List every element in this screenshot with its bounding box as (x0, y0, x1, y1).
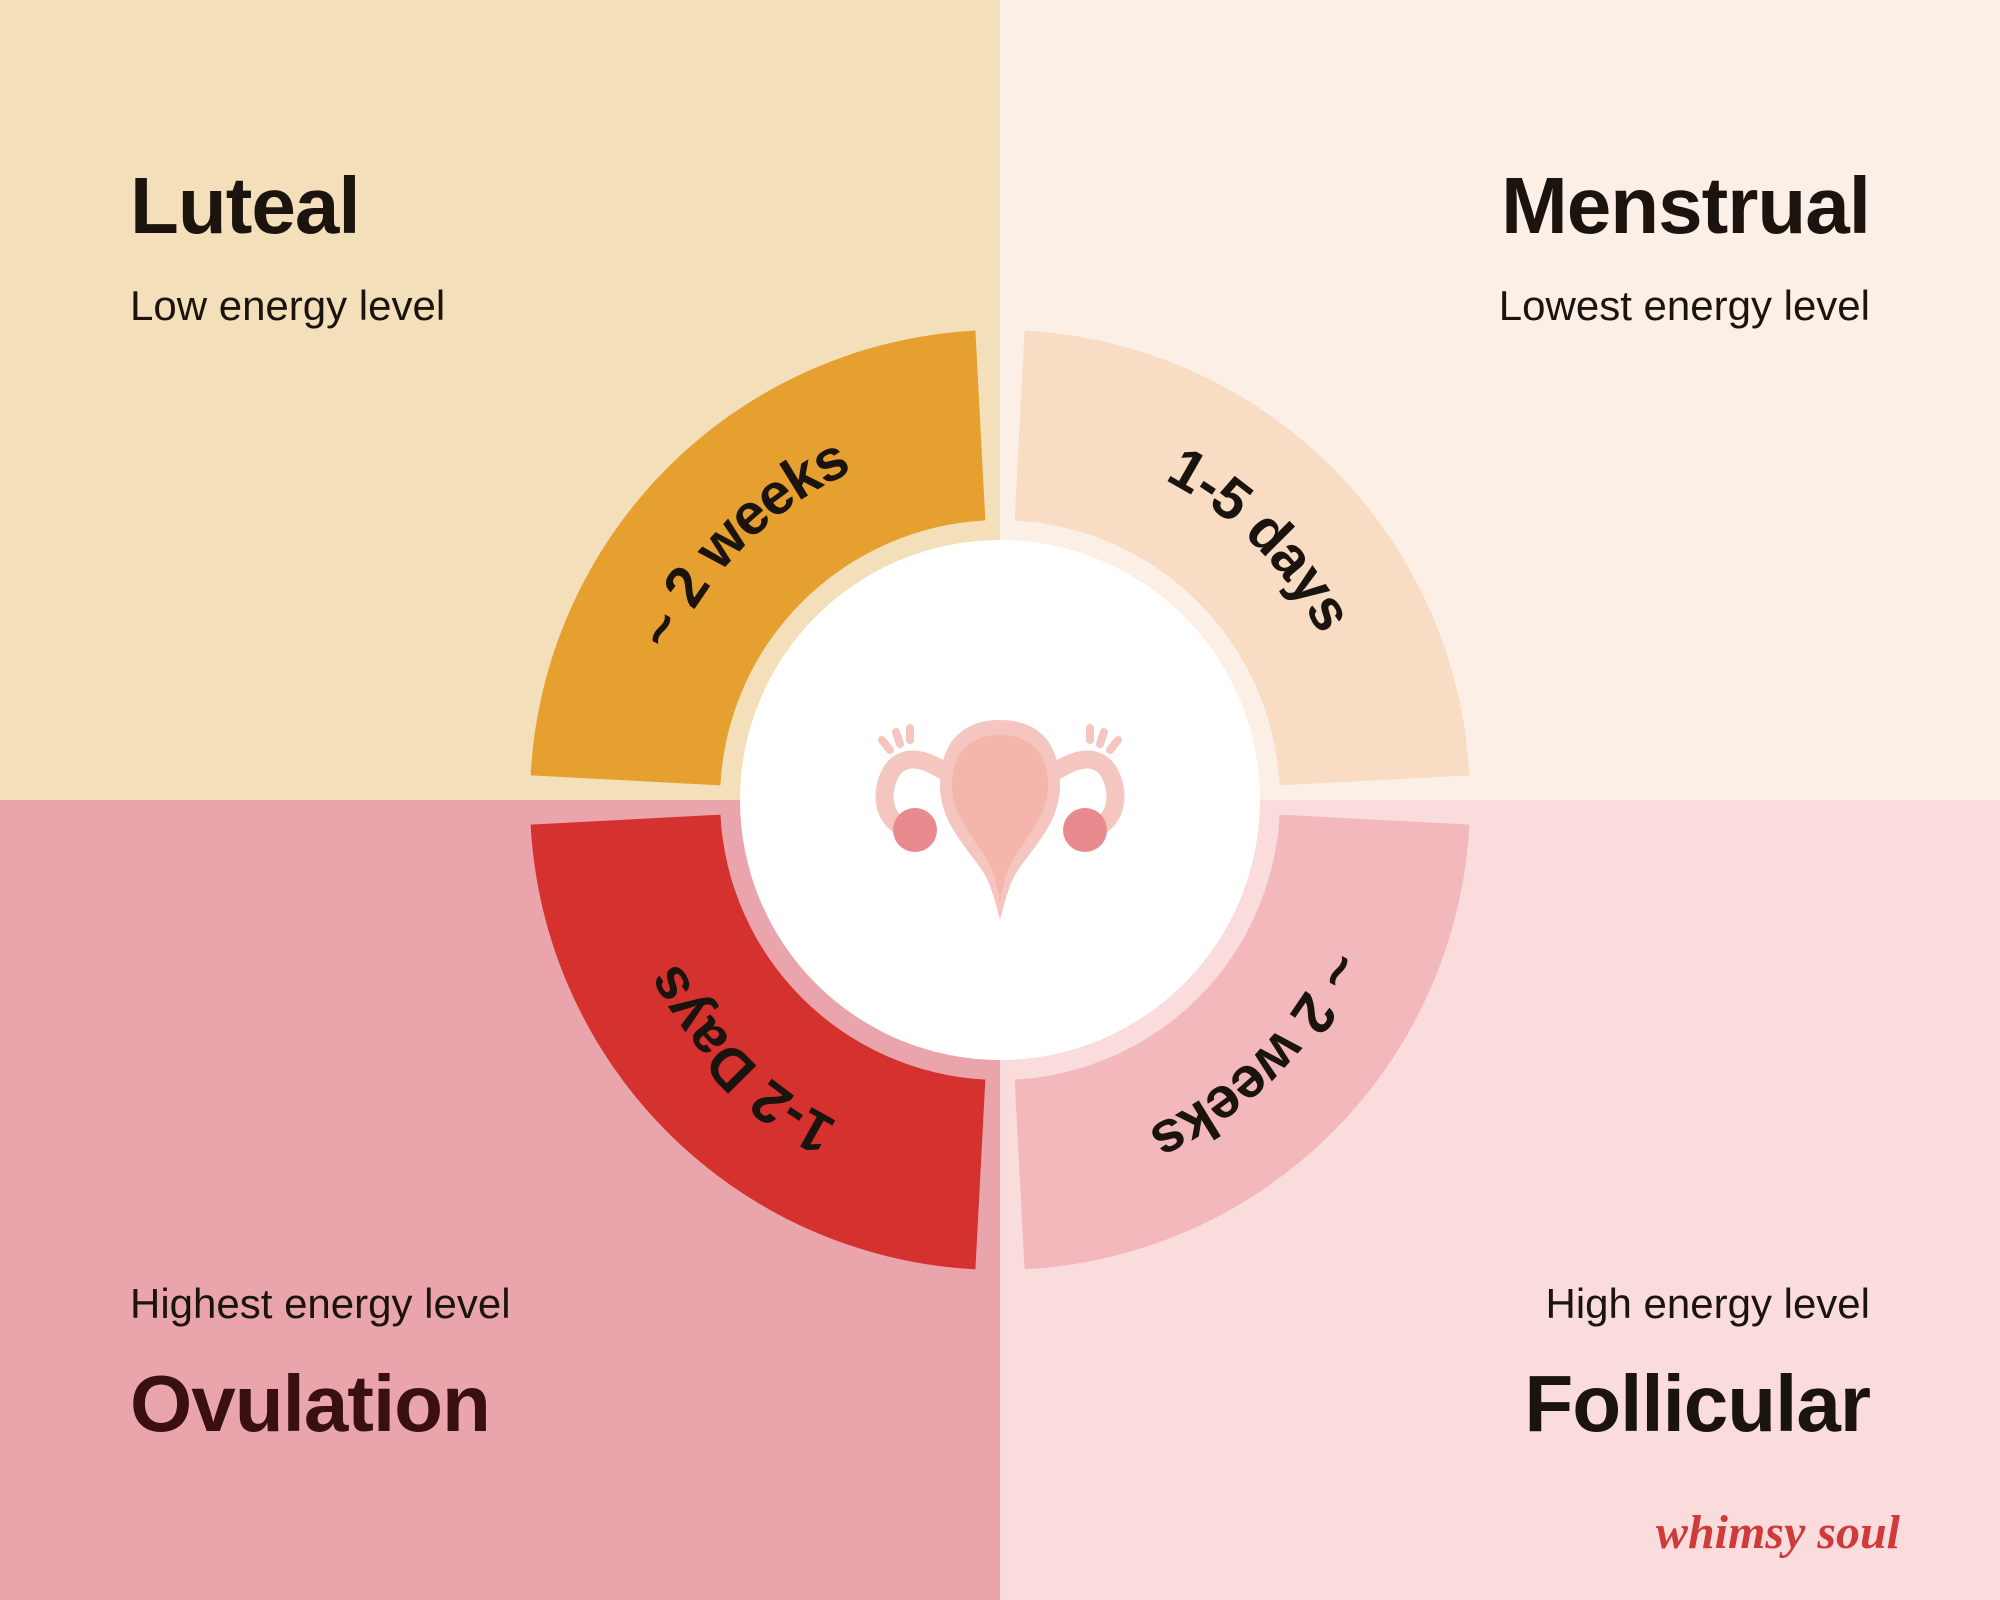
follicular-title: Follicular (1524, 1358, 1870, 1450)
label-menstrual: Menstrual Lowest energy level (1499, 160, 1870, 330)
menstrual-title: Menstrual (1499, 160, 1870, 252)
luteal-subtitle: Low energy level (130, 282, 445, 330)
ovulation-title: Ovulation (130, 1358, 511, 1450)
label-ovulation: Highest energy level Ovulation (130, 1280, 511, 1450)
brand-watermark: whimsy soul (1656, 1505, 1900, 1560)
luteal-title: Luteal (130, 160, 445, 252)
menstrual-subtitle: Lowest energy level (1499, 282, 1870, 330)
uterus-icon (850, 650, 1150, 950)
ovulation-subtitle: Highest energy level (130, 1280, 511, 1328)
follicular-subtitle: High energy level (1524, 1280, 1870, 1328)
label-luteal: Luteal Low energy level (130, 160, 445, 330)
label-follicular: High energy level Follicular (1524, 1280, 1870, 1450)
center-circle (740, 540, 1260, 1060)
